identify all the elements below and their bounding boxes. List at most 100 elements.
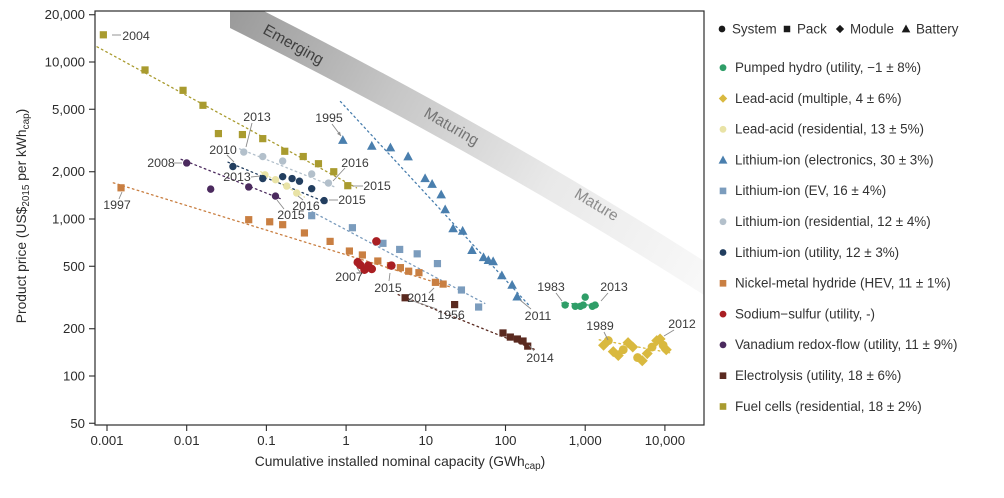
fuel_cells-point xyxy=(141,66,149,74)
y-tick-label: 200 xyxy=(63,321,85,336)
diamond-key-icon xyxy=(835,24,845,34)
fuel_cells-point xyxy=(314,160,323,168)
year-label: 2004 xyxy=(122,29,150,43)
x-tick-label: 10,000 xyxy=(645,433,685,448)
lead_acid_multiple-point xyxy=(607,346,619,358)
li_ion_electronics-point xyxy=(366,140,377,150)
vanadium_redox-legend-icon xyxy=(719,341,727,349)
li_ion_electronics-point xyxy=(488,256,498,266)
y-tick-label: 10,000 xyxy=(45,55,85,70)
li_ion_ev-point xyxy=(396,245,404,254)
year-label: 2014 xyxy=(526,351,554,365)
circle-key-icon xyxy=(718,25,726,33)
legend-item-li_ion_residential: Lithium-ion (residential, 12 ± 4%) xyxy=(735,214,931,229)
vanadium_redox-point xyxy=(206,185,215,193)
axis-tick-labels: 0.001 0.01 0.1 1 10 100 1,000 10,000 20,000 10,00… xyxy=(45,7,685,448)
lead_acid_multiple-point xyxy=(603,336,613,346)
li_ion_electronics-point xyxy=(497,270,507,280)
year-label: 2016 xyxy=(341,156,369,170)
year-pointer-line xyxy=(528,344,535,352)
year-label: 2010 xyxy=(209,143,237,157)
x-tick-label: 0.01 xyxy=(174,433,200,448)
x-tick-label: 10 xyxy=(418,433,433,448)
year-label: 1956 xyxy=(437,308,465,322)
li_ion_residential-point xyxy=(259,152,267,161)
electrolysis-legend-icon xyxy=(719,372,727,380)
nimh_hev-point xyxy=(279,221,287,229)
legend-item-fuel_cells: Fuel cells (residential, 18 ± 2%) xyxy=(735,399,922,414)
y-tick-label: 50 xyxy=(70,416,85,431)
legend-item-electrolysis: Electrolysis (utility, 18 ± 6%) xyxy=(735,368,901,383)
legend-item-li_ion_utility: Lithium-ion (utility, 12 ± 3%) xyxy=(735,245,899,260)
li_ion_electronics-point xyxy=(467,245,477,254)
li_ion_electronics-point xyxy=(420,173,430,183)
legend-item-nimh_hev: Nickel-metal hydride (HEV, 11 ± 1%) xyxy=(735,276,951,291)
year-pointer-line xyxy=(555,292,563,302)
li_ion_utility-legend-icon xyxy=(719,249,727,256)
nimh_hev-point xyxy=(405,267,413,275)
li_ion_residential-point xyxy=(324,179,333,187)
year-label: 1997 xyxy=(103,198,131,212)
li_ion_ev-point xyxy=(433,259,442,268)
nimh_hev-legend-icon xyxy=(719,279,727,287)
lead_acid_multiple-point xyxy=(636,355,648,367)
plot-border xyxy=(94,10,705,426)
year-label: 2015 xyxy=(374,281,402,295)
li_ion_electronics-point xyxy=(440,204,450,214)
li_ion_utility-point xyxy=(278,172,287,181)
nimh_hev-point xyxy=(431,278,440,286)
square-key-icon xyxy=(783,25,791,33)
li_ion_utility-point xyxy=(259,174,267,183)
lead_acid_multiple-point xyxy=(660,344,672,356)
li_ion_residential-point xyxy=(278,157,287,165)
year-pointer-arrowhead xyxy=(337,131,341,136)
legend-key-label: Battery xyxy=(916,22,959,37)
vanadium_redox-point xyxy=(183,159,191,167)
x-tick-label: 100 xyxy=(494,433,516,448)
li_ion_electronics-point xyxy=(436,189,446,199)
sodium_sulfur-point xyxy=(387,261,396,270)
series-li_ion_electronics xyxy=(338,135,522,301)
li_ion_electronics-point xyxy=(478,252,489,262)
electrolysis-point xyxy=(451,300,459,309)
year-pointer-line xyxy=(409,299,438,310)
legend-item-vanadium_redox: Vanadium redox-flow (utility, 11 ± 9%) xyxy=(735,337,957,352)
fuel_cells-point xyxy=(199,101,207,109)
series-lead_acid_multiple xyxy=(598,333,672,367)
year-label: 2012 xyxy=(668,317,696,331)
year-pointer-line xyxy=(297,195,304,201)
fuel_cells-point xyxy=(99,31,107,39)
legend-key-label: System xyxy=(732,22,777,37)
li_ion_residential-point xyxy=(307,170,316,178)
electrolysis-point xyxy=(524,342,532,350)
fuel_cells-point xyxy=(259,135,267,143)
li_ion_ev-legend-icon xyxy=(719,187,727,195)
trend-li_ion_residential xyxy=(238,148,336,188)
li_ion_utility-point xyxy=(295,177,304,185)
y-tick-label: 1,000 xyxy=(52,212,85,227)
fuel_cells-point xyxy=(238,130,247,139)
fuel_cells-point xyxy=(281,147,289,155)
vanadium_redox-point xyxy=(245,183,253,191)
series-electrolysis xyxy=(401,294,532,350)
trend-vanadium_redox xyxy=(180,158,284,201)
pumped_hydro-point xyxy=(591,301,599,309)
li_ion_ev-point xyxy=(379,239,387,247)
legend-item-lead_acid_multiple: Lead-acid (multiple, 4 ± 6%) xyxy=(735,91,902,106)
sodium_sulfur-point xyxy=(372,237,381,246)
year-label: 2011 xyxy=(525,309,552,323)
trend-li_ion_electronics xyxy=(339,100,531,307)
y-tick-label: 5,000 xyxy=(52,102,85,117)
li_ion_ev-point xyxy=(413,250,421,258)
electrolysis-point xyxy=(513,335,521,343)
pumped_hydro-point xyxy=(581,293,589,301)
pumped_hydro-legend-icon xyxy=(719,64,727,72)
fuel_cells-legend-icon xyxy=(719,403,727,410)
li_ion_electronics-point xyxy=(448,223,458,233)
li_ion_residential-legend-icon xyxy=(719,218,727,226)
year-label: 2013 xyxy=(223,170,251,184)
legend-key-label: Module xyxy=(850,22,894,37)
stage-band-shape xyxy=(230,11,704,295)
year-label: 2013 xyxy=(243,110,271,124)
x-tick-label: 0.001 xyxy=(90,433,123,448)
